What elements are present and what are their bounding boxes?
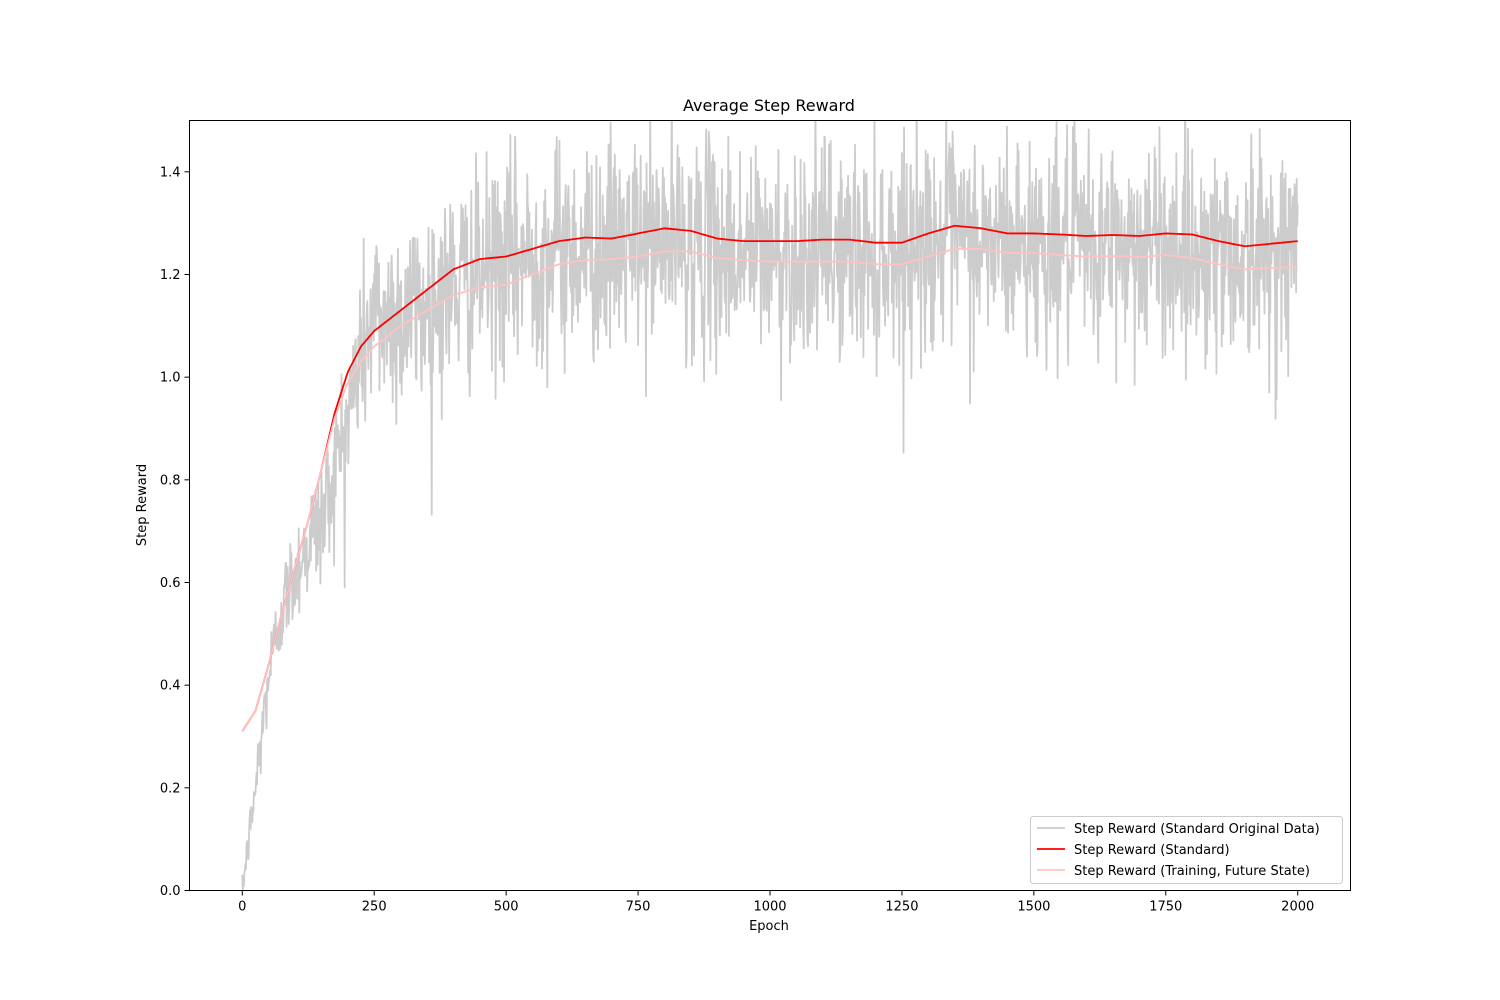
x-tick-label: 500 xyxy=(494,900,519,915)
x-tick-label: 1000 xyxy=(753,900,786,915)
y-axis: 0.0 0.2 0.4 0.6 0.8 1.0 1.2 1.4 xyxy=(160,165,190,899)
y-tick-label: 0.6 xyxy=(160,576,181,591)
y-tick-label: 1.2 xyxy=(160,268,181,283)
legend-label-standard: Step Reward (Standard) xyxy=(1074,843,1230,858)
series-original-data xyxy=(241,120,1299,891)
y-tick-label: 0.0 xyxy=(160,884,181,899)
x-axis-label: Epoch xyxy=(749,919,789,934)
legend: Step Reward (Standard Original Data) Ste… xyxy=(1030,816,1343,884)
y-tick-label: 0.4 xyxy=(160,679,181,694)
y-axis-label: Step Reward xyxy=(135,464,150,546)
series-standard xyxy=(241,224,1298,732)
y-tick-label: 0.8 xyxy=(160,473,181,488)
y-tick-label: 0.2 xyxy=(160,781,181,796)
legend-label-original-data: Step Reward (Standard Original Data) xyxy=(1074,822,1320,837)
plot-area xyxy=(241,120,1299,891)
x-tick-label: 750 xyxy=(626,900,651,915)
y-tick-label: 1.4 xyxy=(160,165,181,180)
series-training-future-state xyxy=(241,247,1298,732)
x-tick-label: 1750 xyxy=(1149,900,1182,915)
x-tick-label: 1250 xyxy=(885,900,918,915)
y-tick-label: 1.0 xyxy=(160,371,181,386)
x-tick-label: 1500 xyxy=(1017,900,1050,915)
chart-title: Average Step Reward xyxy=(683,96,855,115)
x-axis: 0 250 500 750 1000 1250 1500 1750 2000 xyxy=(238,890,1314,915)
x-tick-label: 0 xyxy=(238,900,246,915)
legend-box xyxy=(1030,816,1343,884)
x-tick-label: 2000 xyxy=(1281,900,1314,915)
x-tick-label: 250 xyxy=(362,900,387,915)
legend-label-training-future-state: Step Reward (Training, Future State) xyxy=(1074,864,1310,879)
